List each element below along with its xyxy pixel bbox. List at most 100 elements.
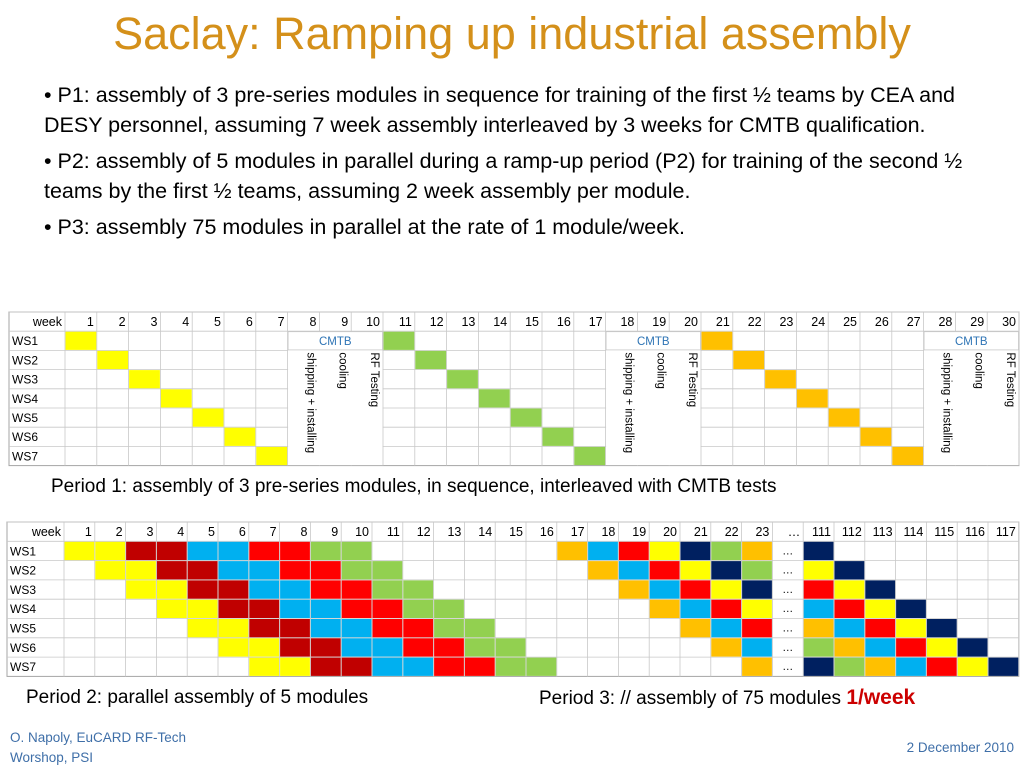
table2-row-label: WS1 bbox=[10, 544, 36, 558]
table2-assembly-cell bbox=[926, 657, 957, 676]
table1-week-label: 20 bbox=[684, 315, 698, 329]
table2-assembly-cell bbox=[803, 580, 834, 599]
table1-qual-vertical-text: RF Testing bbox=[686, 352, 698, 407]
table1-week-label: 11 bbox=[399, 315, 412, 329]
table2-week-label: 113 bbox=[873, 525, 893, 539]
table1-week-label: 25 bbox=[843, 315, 857, 329]
table2-assembly-cell bbox=[156, 580, 187, 599]
table2-assembly-cell bbox=[341, 599, 372, 618]
table2-assembly-cell bbox=[95, 561, 126, 580]
table1-qual-vertical-text: RF Testing bbox=[368, 352, 380, 407]
footer-author-line1: O. Napoly, EuCARD RF-Tech bbox=[10, 730, 187, 745]
table2-assembly-cell bbox=[187, 619, 218, 638]
table1-header-label: week bbox=[32, 315, 63, 329]
table2-week-label: 117 bbox=[996, 525, 1016, 539]
table1-qual-header-cell bbox=[923, 331, 1019, 351]
table1-assembly-cell bbox=[65, 331, 97, 350]
table2-assembly-cell bbox=[341, 580, 372, 599]
table2-assembly-cell bbox=[495, 657, 526, 676]
table2-week-label: 5 bbox=[208, 525, 215, 539]
table1-row-label: WS5 bbox=[12, 411, 38, 425]
table2-week-label: 3 bbox=[146, 525, 153, 539]
table2-assembly-cell bbox=[249, 580, 280, 599]
table2-assembly-cell bbox=[588, 541, 618, 561]
table2-assembly-cell bbox=[834, 561, 865, 580]
table2-assembly-cell bbox=[957, 638, 988, 657]
table2-week-label: 2 bbox=[116, 525, 123, 539]
table1-week-label: 18 bbox=[620, 315, 634, 329]
table1-week-label: 19 bbox=[652, 315, 666, 329]
table2-assembly-cell bbox=[310, 561, 341, 580]
table1-week-label: 16 bbox=[557, 315, 571, 329]
table2-assembly-cell bbox=[372, 657, 403, 676]
table2-assembly-cell bbox=[218, 619, 249, 638]
table1-assembly-cell bbox=[97, 350, 129, 370]
table2-assembly-cell bbox=[126, 541, 156, 561]
table2-row-label: WS7 bbox=[10, 660, 36, 674]
table1-assembly-cell bbox=[796, 389, 828, 408]
table1-row-label: WS2 bbox=[12, 353, 38, 367]
table2-assembly-cell bbox=[280, 561, 310, 580]
table2-week-label: 1 bbox=[85, 525, 92, 539]
table2-week-label: 9 bbox=[331, 525, 338, 539]
table1-qual-header-cell bbox=[605, 331, 701, 351]
table1-week-label: 8 bbox=[309, 315, 316, 329]
table2-assembly-cell bbox=[865, 657, 896, 676]
table2-assembly-cell bbox=[280, 619, 310, 638]
table2-assembly-cell bbox=[896, 657, 926, 676]
table2-assembly-cell bbox=[310, 599, 341, 618]
table1-row-label: WS7 bbox=[12, 449, 38, 463]
table1-assembly-cell bbox=[828, 408, 860, 427]
table2-week-label: 111 bbox=[812, 525, 831, 539]
table2-assembly-cell bbox=[742, 561, 772, 580]
table2-assembly-cell bbox=[372, 619, 403, 638]
table1-assembly-cell bbox=[192, 408, 224, 427]
table1-week-label: 30 bbox=[1002, 315, 1016, 329]
table1-assembly-cell bbox=[574, 446, 606, 466]
table1-week-label: 29 bbox=[970, 315, 984, 329]
table1-qual-vertical-text: RF Testing bbox=[1004, 352, 1016, 407]
table2-assembly-cell bbox=[803, 599, 834, 618]
table1-assembly-cell bbox=[478, 389, 510, 408]
table1-qual-vertical-text: cooling bbox=[972, 352, 984, 388]
table1-week-label: 12 bbox=[430, 315, 444, 329]
table2-assembly-cell bbox=[403, 599, 434, 618]
table2-assembly-cell bbox=[434, 638, 464, 657]
table2-assembly-cell bbox=[649, 599, 680, 618]
table2-week-label: 21 bbox=[694, 525, 708, 539]
table1-assembly-cell bbox=[224, 427, 256, 446]
table2-ellipsis: … bbox=[782, 584, 793, 596]
table1-qual-label: CMTB bbox=[637, 336, 670, 348]
table2-assembly-cell bbox=[834, 580, 865, 599]
table2-assembly-cell bbox=[834, 657, 865, 676]
table2-week-label: 6 bbox=[239, 525, 246, 539]
table2-week-label: 20 bbox=[663, 525, 677, 539]
table2-assembly-cell bbox=[711, 580, 742, 599]
table2-assembly-cell bbox=[126, 561, 156, 580]
table2-assembly-cell bbox=[680, 599, 711, 618]
table2-assembly-cell bbox=[280, 657, 310, 676]
table2-week-label: 18 bbox=[601, 525, 615, 539]
table1-row-label: WS3 bbox=[12, 373, 38, 387]
bullet-list: • P1: assembly of 3 pre-series modules i… bbox=[44, 80, 994, 248]
table2-assembly-cell bbox=[865, 599, 896, 618]
table2-row-label: WS6 bbox=[10, 641, 36, 655]
table1-week-label: 2 bbox=[119, 315, 126, 329]
table2-week-label: 114 bbox=[903, 525, 923, 539]
table2-assembly-cell bbox=[742, 580, 772, 599]
table2-ellipsis: … bbox=[782, 661, 793, 673]
table2-week-label: 14 bbox=[478, 525, 492, 539]
table2-assembly-cell bbox=[464, 619, 495, 638]
table2-assembly-cell bbox=[249, 619, 280, 638]
table1-week-label: 5 bbox=[214, 315, 221, 329]
table2-row-label: WS2 bbox=[10, 564, 36, 578]
table2-assembly-cell bbox=[680, 619, 711, 638]
table2-assembly-cell bbox=[495, 638, 526, 657]
slide-title: Saclay: Ramping up industrial assembly bbox=[113, 8, 911, 59]
footer-author: O. Napoly, EuCARD RF-Tech Worshop, PSI bbox=[10, 728, 186, 768]
table2-assembly-cell bbox=[896, 599, 926, 618]
table2-assembly-cell bbox=[310, 580, 341, 599]
table2-assembly-cell bbox=[742, 541, 772, 561]
table2-assembly-cell bbox=[711, 599, 742, 618]
table2-assembly-cell bbox=[649, 580, 680, 599]
